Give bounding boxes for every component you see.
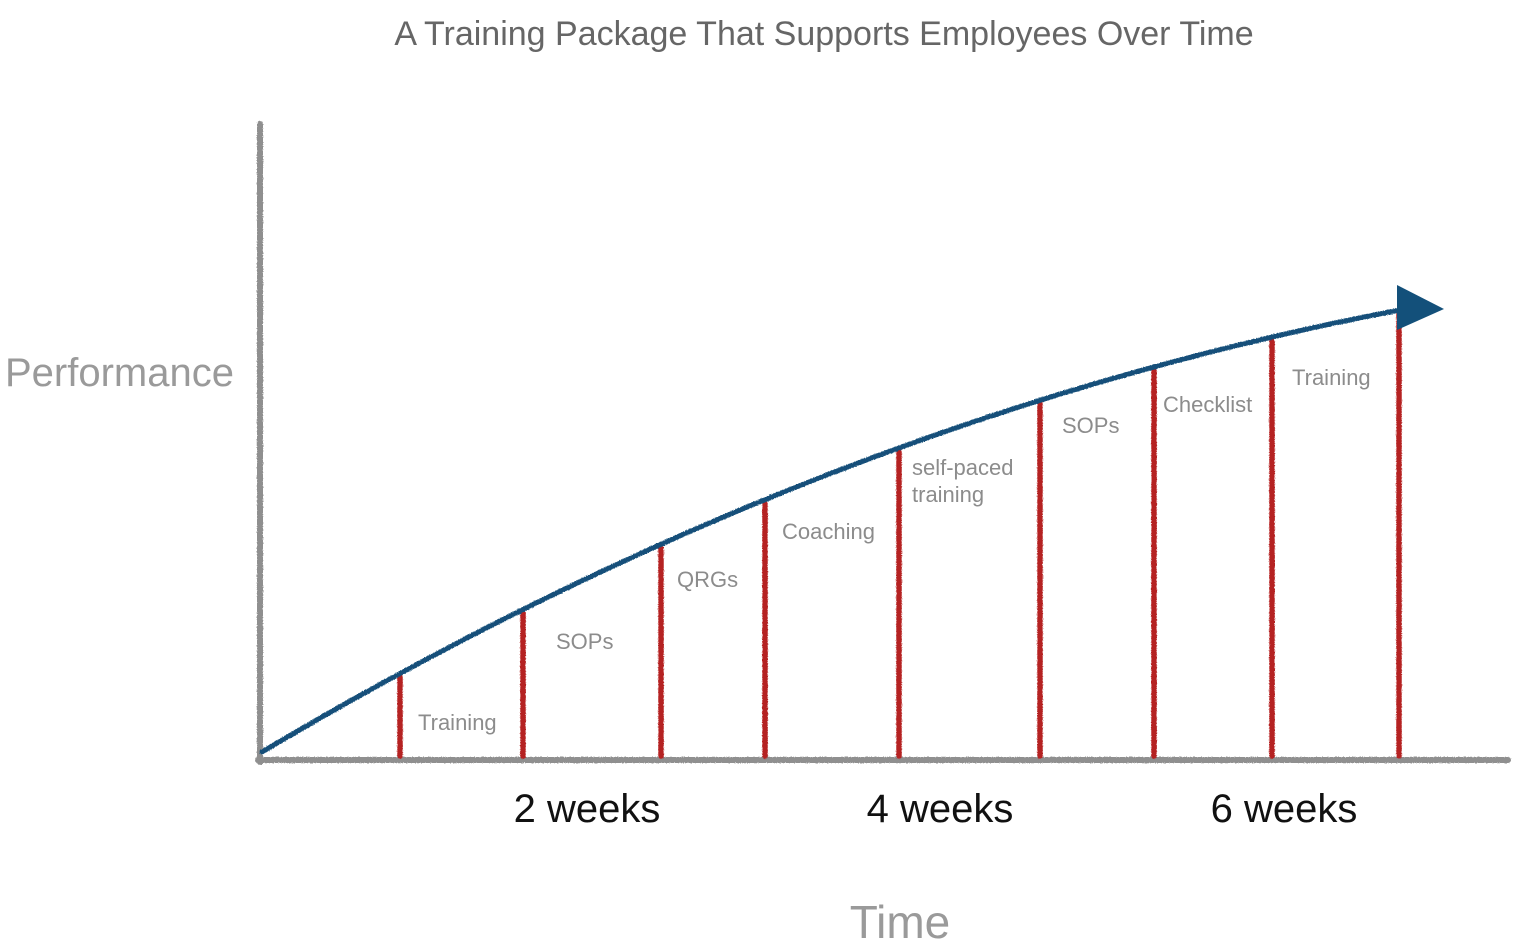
- time-tick-labels: 2 weeks 4 weeks 6 weeks: [514, 787, 1358, 831]
- intervention-label: self-paced training: [912, 455, 1014, 507]
- intervention-label: SOPs: [1062, 413, 1119, 438]
- intervention-label: SOPs: [556, 629, 613, 654]
- time-tick-label: 4 weeks: [867, 787, 1014, 831]
- arrowhead-icon: [1397, 285, 1444, 330]
- axes: [255, 121, 1511, 765]
- intervention-label: Coaching: [782, 519, 875, 544]
- intervention-bars: [397, 311, 1402, 759]
- intervention-label: Checklist: [1163, 392, 1252, 417]
- intervention-label: Training: [418, 710, 497, 735]
- intervention-label: QRGs: [677, 567, 738, 592]
- intervention-labels: Training SOPs QRGs Coaching self-paced traini…: [418, 365, 1371, 735]
- time-tick-label: 6 weeks: [1211, 787, 1358, 831]
- time-tick-label: 2 weeks: [514, 787, 661, 831]
- performance-curve: [259, 307, 1403, 755]
- x-axis-label: Time: [850, 896, 951, 944]
- intervention-label: Training: [1292, 365, 1371, 390]
- y-axis-label: Performance: [5, 351, 234, 395]
- diagram-title: A Training Package That Supports Employe…: [394, 15, 1253, 53]
- performance-curve-group: [259, 285, 1444, 755]
